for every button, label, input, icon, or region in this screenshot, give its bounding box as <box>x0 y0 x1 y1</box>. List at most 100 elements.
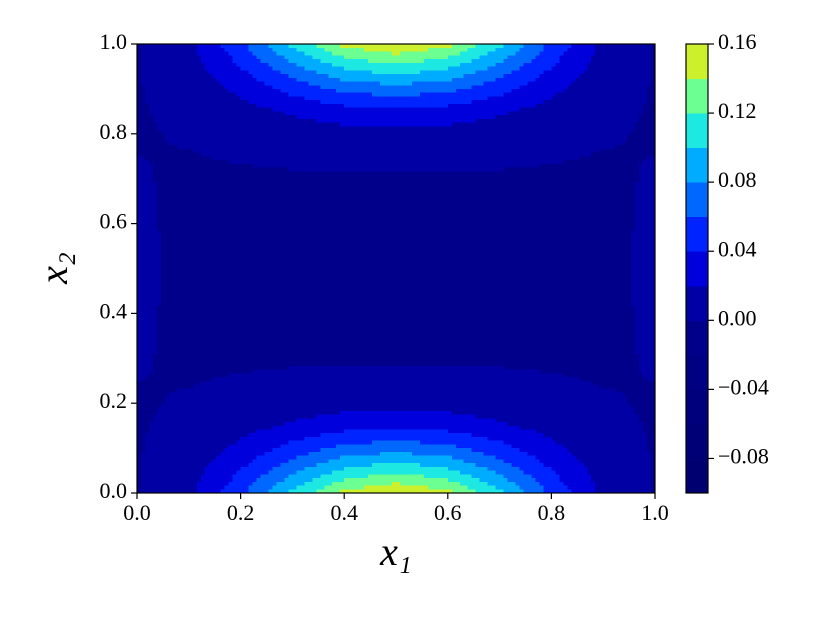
contour-cell <box>140 47 190 52</box>
contour-cell <box>551 245 604 250</box>
contour-cell <box>396 455 449 460</box>
contour-cell <box>447 391 501 396</box>
contour-cell <box>396 376 449 381</box>
contour-cell <box>272 107 293 112</box>
contour-cell <box>631 260 656 265</box>
contour-cell <box>160 282 190 288</box>
contour-cell <box>240 432 250 437</box>
contour-cell <box>344 230 397 235</box>
contour-cell <box>551 324 604 329</box>
contour-cell <box>272 65 293 71</box>
contour-field <box>137 43 656 494</box>
contour-cell <box>188 458 214 464</box>
contour-cell <box>240 69 250 75</box>
contour-cell <box>344 223 397 228</box>
contour-cell <box>228 372 242 378</box>
contour-cell <box>292 451 309 456</box>
contour-cell <box>292 77 297 82</box>
contour-cell <box>292 481 305 486</box>
contour-cell <box>344 226 397 232</box>
contour-cell <box>240 410 293 415</box>
contour-cell <box>623 140 656 146</box>
contour-cell <box>240 178 293 183</box>
contour-cell <box>137 473 142 479</box>
contour-cell <box>651 47 656 52</box>
contour-cell <box>156 320 190 325</box>
contour-cell <box>495 77 501 82</box>
contour-cell <box>292 297 345 303</box>
contour-cell <box>137 62 142 67</box>
contour-cell <box>344 253 397 258</box>
contour-cell <box>599 383 604 389</box>
contour-cell <box>396 137 449 142</box>
contour-cell <box>272 84 293 89</box>
contour-cell <box>651 65 656 71</box>
contour-cell <box>551 331 604 336</box>
contour-cell <box>240 342 293 348</box>
contour-cell <box>499 238 552 243</box>
contour-cell <box>499 365 505 370</box>
contour-cell <box>380 80 397 86</box>
contour-cell <box>344 462 373 467</box>
contour-cell <box>551 208 604 213</box>
contour-cell <box>551 286 604 292</box>
contour-cell <box>647 84 656 89</box>
contour-cell <box>447 383 501 389</box>
contour-cell <box>188 462 210 467</box>
contour-cell <box>447 196 501 202</box>
contour-cell <box>603 297 632 303</box>
contour-cell <box>137 170 154 176</box>
contour-cell <box>344 88 397 93</box>
contour-cell <box>152 361 190 366</box>
contour-cell <box>137 260 162 265</box>
contour-cell <box>631 253 656 258</box>
contour-cell <box>137 238 162 243</box>
contour-cell <box>240 264 293 269</box>
contour-cell <box>292 447 321 452</box>
contour-cell <box>292 80 309 86</box>
contour-cell <box>344 425 397 430</box>
contour-cell <box>447 47 469 52</box>
contour-cell <box>499 133 552 138</box>
contour-cell <box>344 80 381 86</box>
contour-cell <box>344 159 397 164</box>
contour-cell <box>447 485 469 490</box>
contour-cell <box>571 80 604 86</box>
contour-cell <box>499 215 552 220</box>
contour-cell <box>344 410 397 415</box>
contour-cell <box>551 425 604 430</box>
contour-cell <box>344 260 397 265</box>
contour-cell <box>603 391 624 396</box>
contour-cell <box>292 369 345 374</box>
contour-cell <box>188 428 242 434</box>
contour-cell <box>292 118 317 123</box>
contour-cell <box>292 428 345 434</box>
contour-cell <box>499 477 509 482</box>
contour-cell <box>551 253 604 258</box>
contour-cell <box>396 256 449 262</box>
contour-cell <box>188 170 242 176</box>
contour-cell <box>344 309 397 314</box>
contour-cell <box>188 268 242 273</box>
contour-cell <box>137 275 162 280</box>
contour-cell <box>603 256 632 262</box>
contour-cell <box>603 481 652 486</box>
contour-cell <box>292 376 345 381</box>
contour-cell <box>603 305 636 310</box>
contour-cell <box>344 95 397 101</box>
contour-cell <box>627 133 656 138</box>
contour-cell <box>240 47 250 52</box>
contour-cell <box>447 163 501 168</box>
contour-cell <box>224 447 242 452</box>
contour-cell <box>551 114 604 119</box>
contour-cell <box>603 436 648 441</box>
contour-cell <box>240 155 293 161</box>
contour-cell <box>224 485 242 490</box>
contour-cell <box>631 268 656 273</box>
contour-cell <box>188 425 242 430</box>
contour-cell <box>551 196 604 202</box>
contour-cell <box>551 107 604 112</box>
contour-cell <box>344 324 397 329</box>
contour-cell <box>499 43 505 48</box>
